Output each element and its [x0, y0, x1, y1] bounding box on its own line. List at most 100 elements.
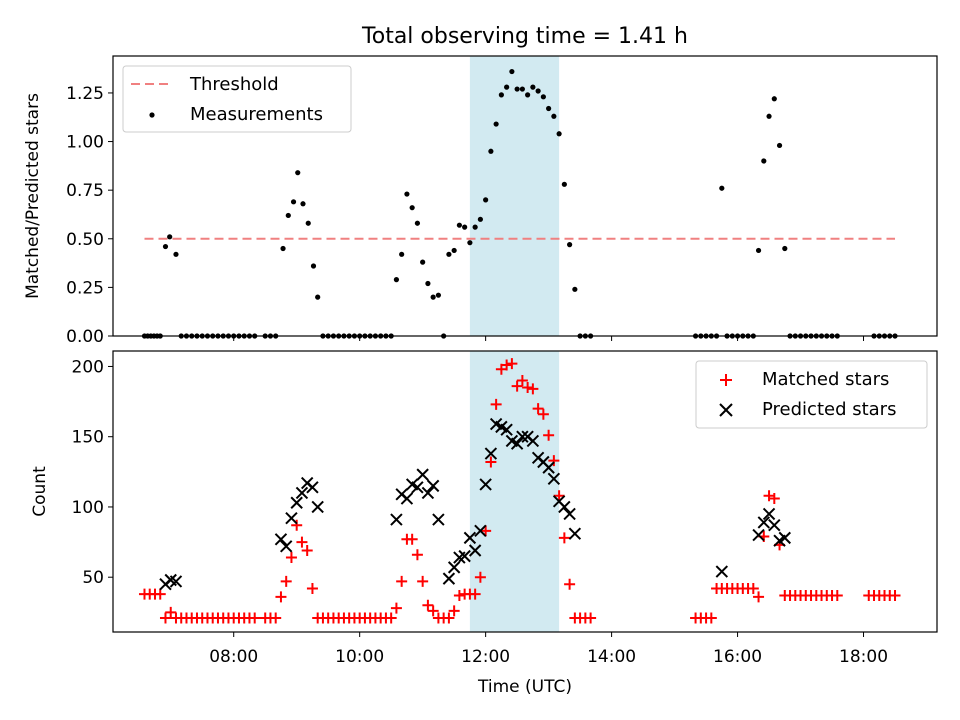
- predicted-star-point: [778, 531, 792, 545]
- measurement-point: [546, 105, 552, 112]
- matched-star-point: [558, 532, 570, 544]
- measurement-point: [776, 142, 783, 149]
- measurement-point: [483, 197, 489, 203]
- predicted-star-point: [463, 531, 477, 545]
- measurement-point: [719, 185, 725, 191]
- measurement-point: [509, 68, 515, 75]
- measurement-point: [285, 212, 291, 219]
- matched-star-point: [564, 578, 576, 590]
- y-tick-label: 1.25: [66, 84, 104, 104]
- x-tick-label: 16:00: [713, 647, 762, 667]
- measurement-point: [556, 131, 562, 137]
- predicted-star-point: [432, 513, 445, 526]
- bottom-y-axis: 50 100 150 200: [72, 357, 113, 588]
- predicted-star-point: [715, 565, 729, 578]
- measurement-point: [514, 86, 520, 92]
- top-highlight-span: [469, 56, 560, 336]
- matched-star-point: [396, 575, 408, 587]
- matched-star-point: [165, 606, 177, 618]
- predicted-star-point: [547, 472, 561, 486]
- matched-star-point: [406, 533, 418, 545]
- y-tick-label: 1.00: [66, 133, 104, 153]
- matched-star-point: [296, 536, 308, 548]
- measurement-point: [315, 294, 321, 300]
- bottom-x-axis: 08:00 10:00 12:00 14:00 16:00 18:00: [209, 632, 888, 667]
- measurement-point: [467, 240, 473, 246]
- measurement-point: [761, 158, 767, 164]
- matched-star-point: [280, 575, 292, 587]
- legend-predicted-swatch: [719, 403, 733, 417]
- measurement-point: [551, 113, 557, 119]
- measurement-point: [420, 259, 426, 265]
- measurement-point: [462, 224, 468, 230]
- matched-star-point: [516, 375, 528, 387]
- predicted-star-point: [568, 527, 582, 540]
- measurement-point: [435, 292, 442, 298]
- matched-star-point: [522, 382, 534, 394]
- predicted-star-point: [274, 533, 288, 546]
- matched-star-point: [768, 493, 780, 505]
- matched-star-point: [553, 490, 565, 502]
- predicted-star-point: [390, 513, 403, 526]
- legend-measurement-swatch: [149, 112, 155, 118]
- matched-star-point: [831, 589, 843, 601]
- measurement-point: [782, 245, 788, 252]
- measurement-point: [456, 222, 462, 228]
- predicted-star-point: [447, 561, 461, 574]
- predicted-star-point: [484, 447, 498, 460]
- top-legend: Threshold Measurements: [122, 65, 352, 133]
- matched-star-point: [453, 589, 465, 601]
- predicted-star-point: [752, 528, 765, 542]
- matched-star-points: [138, 358, 901, 624]
- y-tick-label: 200: [72, 357, 104, 377]
- predicted-star-point: [306, 481, 319, 494]
- matched-star-point: [753, 591, 765, 603]
- legend-measurements-label: Measurements: [190, 104, 323, 125]
- predicted-star-points: [159, 417, 792, 591]
- matched-star-point: [390, 602, 402, 614]
- matched-star-point: [490, 398, 502, 410]
- bottom-y-axis-label: Count: [30, 466, 50, 517]
- legend-matched-swatch: [720, 374, 732, 386]
- x-tick-label: 08:00: [209, 647, 258, 667]
- matched-star-point: [306, 582, 318, 594]
- bottom-panel: 50 100 150 200 08:00 10:00 12:00 14:00 16:00 18:…: [30, 350, 938, 697]
- matched-star-point: [501, 359, 513, 371]
- matched-star-point: [154, 588, 166, 600]
- measurement-point: [167, 234, 173, 240]
- predicted-star-point: [558, 500, 571, 514]
- x-tick-label: 12:00: [461, 647, 510, 667]
- y-tick-label: 0.50: [66, 230, 104, 250]
- predicted-star-point: [757, 516, 771, 529]
- matched-star-point: [527, 383, 539, 395]
- measurement-point: [290, 199, 297, 205]
- measurement-point: [399, 251, 405, 257]
- bottom-plot-frame: [112, 350, 938, 633]
- predicted-star-point: [442, 572, 456, 585]
- predicted-star-point: [510, 437, 524, 450]
- matched-star-point: [443, 612, 455, 624]
- predicted-star-point: [279, 540, 293, 553]
- measurement-point: [305, 220, 311, 226]
- y-tick-label: 0.75: [66, 181, 104, 201]
- matched-star-point: [548, 455, 560, 467]
- predicted-star-point: [311, 500, 324, 514]
- matched-star-point: [480, 525, 492, 537]
- measurement-point: [519, 86, 525, 92]
- top-panel: 0.00 0.25 0.50 0.75 1.00 1.25 Matched/Predict…: [23, 55, 938, 347]
- matched-star-point: [249, 612, 261, 624]
- x-tick-label: 10:00: [335, 647, 384, 667]
- predicted-star-point: [500, 423, 513, 436]
- predicted-star-point: [479, 478, 492, 491]
- measurement-point: [771, 96, 777, 102]
- predicted-star-point: [290, 496, 303, 509]
- measurement-point: [162, 243, 169, 250]
- top-y-axis-label: Matched/Predicted stars: [23, 93, 43, 299]
- measurement-point: [477, 216, 483, 222]
- measurement-point: [300, 201, 306, 207]
- measurement-point: [530, 84, 536, 90]
- top-legend-box: [122, 65, 352, 133]
- y-tick-label: 0.00: [66, 327, 104, 347]
- measurement-point: [488, 148, 494, 154]
- y-tick-label: 0.25: [66, 278, 104, 298]
